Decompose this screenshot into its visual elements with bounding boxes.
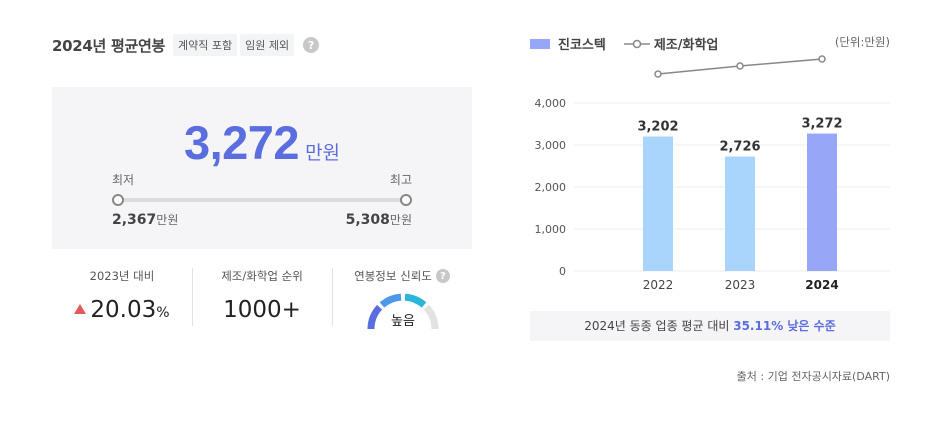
yoy-label: 2023년 대비 [89,269,155,283]
gauge-segment [367,304,383,330]
legend-industry-line-icon [623,39,650,48]
stat-divider [192,268,193,326]
industry-point [736,62,744,70]
y-tick-label: 2,000 [535,181,567,194]
yoy-value: 20.03 [90,297,157,323]
bar [807,133,837,271]
bar-value-label: 3,272 [801,117,842,132]
min-salary: 2,367만원 [112,211,178,228]
min-salary-unit: 만원 [156,213,179,227]
reliability-help-icon[interactable]: ? [435,269,450,283]
page-title: 2024년 평균연봉 [52,36,165,55]
legend-company-label: 진코스텍 [558,38,606,53]
reliability-label: 연봉정보 신뢰도 [354,269,432,283]
gauge-segment [423,304,439,330]
salary-bar-chart: 0 1,000 2,000 3,000 4,000 3,202 2022 2,726 2023 3… [535,55,890,292]
bar-value-label: 3,202 [637,120,678,135]
gauge-segment [379,293,402,308]
y-tick-label: 1,000 [535,223,567,236]
chart-legend: 진코스텍 제조/화학업 [530,34,718,53]
help-icon[interactable]: ? [303,37,320,53]
x-tick-label: 2022 [643,278,674,292]
unit-note: (단위:만원) [834,35,890,49]
comparison-highlight: 35.11% 낮은 수준 [733,319,836,333]
salary-header: 2024년 평균연봉 계약직 포함 임원 제외 ? [52,34,320,56]
x-tick-label: 2024 [805,278,838,292]
tag-executive-excluded: 임원 제외 [240,34,295,56]
average-salary-card: 3,272 만원 최저 최고 2,367만원 5,308만원 [52,87,472,249]
max-label: 최고 [389,173,412,187]
yoy-value-row: 20.03% [52,297,192,323]
legend-industry-label: 제조/화학업 [653,38,719,53]
rank-value: 1000+ [223,297,301,323]
max-salary: 5,308만원 [346,211,412,228]
yoy-stat: 2023년 대비 20.03% [52,268,192,323]
tag-contract-included: 계약직 포함 [172,34,238,56]
y-tick-label: 3,000 [535,139,567,152]
reliability-value: 높음 [391,314,415,329]
max-salary-value: 5,308 [345,212,390,228]
average-salary: 3,272 만원 [52,115,472,170]
y-tick-label: 4,000 [535,97,567,110]
salary-range-max-knob [400,194,412,206]
industry-comparison: 2024년 동종 업종 평균 대비 35.11% 낮은 수준 [530,311,890,341]
stat-divider [332,268,333,326]
salary-range-min-knob [112,194,124,206]
y-tick-label: 0 [559,265,566,278]
reliability-label-row: 연봉정보 신뢰도? [332,268,472,284]
max-salary-unit: 만원 [389,213,412,227]
x-tick-label: 2023 [725,278,756,292]
min-salary-value: 2,367 [112,212,157,228]
salary-range-track [118,198,406,202]
average-salary-unit: 만원 [305,142,341,164]
legend-company-swatch [530,38,550,49]
rank-stat: 제조/화학업 순위 1000+ [192,268,332,323]
min-label: 최저 [112,173,135,187]
gauge-segment [404,293,427,308]
data-source: 출처 : 기업 전자공시자료(DART) [736,370,890,383]
comparison-text: 2024년 동종 업종 평균 대비 [584,319,734,333]
yoy-unit: % [156,305,170,321]
bar [725,156,755,271]
reliability-stat: 연봉정보 신뢰도? [332,268,472,284]
reliability-gauge [367,293,439,330]
bar [643,136,673,271]
rank-label: 제조/화학업 순위 [221,269,303,283]
industry-point [654,70,662,78]
average-salary-value: 3,272 [183,116,300,169]
increase-arrow-icon [74,303,87,314]
industry-point [818,55,826,63]
bar-value-label: 2,726 [719,140,760,155]
